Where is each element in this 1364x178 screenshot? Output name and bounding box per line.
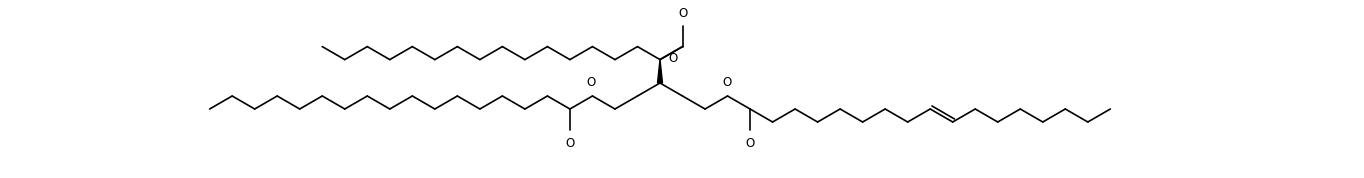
Text: O: O [668, 52, 678, 65]
Text: O: O [678, 7, 687, 20]
Text: O: O [565, 137, 574, 150]
Polygon shape [657, 60, 663, 83]
Text: O: O [746, 137, 754, 150]
Text: O: O [722, 76, 731, 89]
Text: O: O [587, 76, 596, 89]
